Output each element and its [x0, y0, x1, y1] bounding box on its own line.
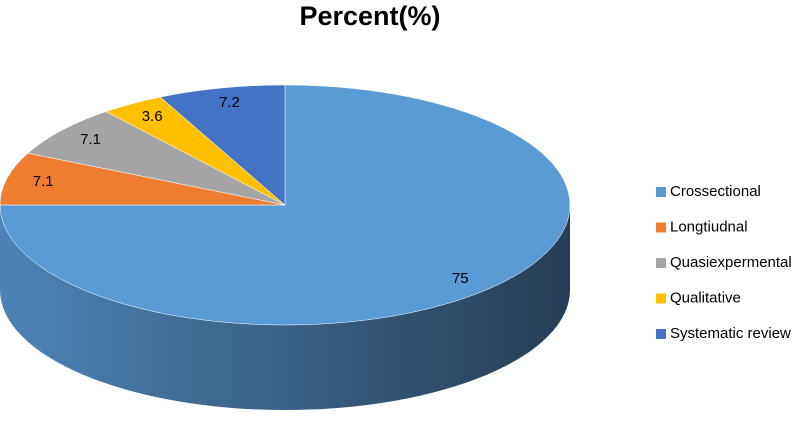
- data-labels: 75 7.1 7.1 3.6 7.2: [33, 94, 469, 287]
- data-label: 3.6: [142, 108, 163, 125]
- legend-label: Longtiudnal: [670, 218, 748, 235]
- slice: [159, 84, 286, 206]
- chart-title: Percent(%): [299, 1, 440, 31]
- legend-label: Crossectional: [670, 183, 761, 200]
- slice: [27, 111, 286, 206]
- legend-label: Qualitative: [670, 289, 741, 306]
- legend-label: Quasiexpermental: [670, 254, 792, 271]
- legend-swatch: [656, 222, 666, 233]
- legend: Crossectional Longtiudnal Quasiexpermental…: [656, 183, 792, 342]
- data-label: 7.1: [80, 131, 101, 148]
- legend-label: Systematic review: [670, 325, 791, 342]
- legend-swatch: [656, 258, 666, 268]
- data-label: 75: [452, 270, 469, 287]
- legend-swatch: [656, 293, 666, 304]
- pie-sides: [0, 205, 570, 410]
- side-shade: [0, 205, 570, 410]
- data-label: 7.2: [219, 94, 240, 111]
- pie-tops: [0, 84, 571, 326]
- legend-swatch: [656, 329, 666, 339]
- data-label: 7.1: [33, 173, 54, 190]
- slice: [0, 152, 286, 206]
- legend-swatch: [656, 187, 666, 197]
